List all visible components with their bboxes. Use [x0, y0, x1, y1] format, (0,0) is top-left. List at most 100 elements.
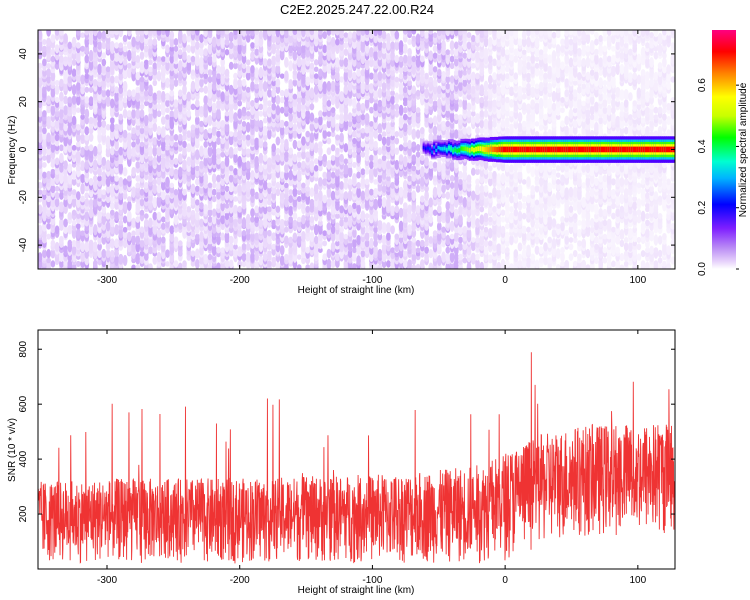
spectrogram-cell	[301, 182, 306, 189]
spectrogram-cell	[101, 52, 107, 59]
spectrogram-cell	[88, 96, 94, 104]
spectrogram-cell	[394, 30, 400, 40]
spectrogram-cell	[254, 30, 260, 36]
spectrogram-cell	[207, 216, 213, 223]
spectrogram-cell	[475, 178, 480, 186]
spectrogram-cell	[42, 85, 47, 95]
spectrogram-cell	[190, 209, 196, 216]
spectrogram-cell	[492, 170, 497, 180]
spectrogram-cell	[373, 198, 378, 206]
spectrogram-cell	[313, 30, 319, 40]
spectrogram-cell	[173, 157, 179, 165]
spectrogram-cell	[419, 127, 425, 135]
spectrogram-cell	[169, 110, 175, 118]
spectrogram-cell	[424, 246, 429, 254]
spectrogram-cell	[114, 224, 119, 236]
spectrogram-cell	[402, 113, 408, 121]
spectrogram-cell	[38, 30, 43, 41]
spectrogram-cell	[139, 127, 145, 135]
spectrogram-cell	[504, 186, 510, 198]
spectrogram-cell	[97, 120, 102, 128]
spectrogram-cell	[203, 172, 209, 185]
spectrogram-cell	[330, 171, 336, 179]
spectrogram-cell	[148, 145, 153, 157]
spectrogram-cell	[101, 30, 107, 40]
spectrogram-cell	[322, 171, 328, 179]
spectrogram-cell	[262, 80, 268, 92]
spectrogram-cell	[75, 141, 81, 148]
spectrogram-cell	[313, 84, 319, 95]
spectrogram-cell	[203, 140, 209, 148]
spectrogram-cell	[381, 81, 387, 91]
spectrogram-cell	[241, 133, 247, 142]
spectrogram-cell	[169, 263, 175, 269]
spectrogram-cell	[322, 31, 328, 40]
spectrogram-cell	[453, 30, 459, 37]
spectrogram-cell	[42, 58, 47, 67]
spectrogram-cell	[352, 150, 357, 159]
spectrogram-cell	[71, 84, 77, 96]
spectrogram-cell	[152, 211, 158, 221]
spectrogram-cell	[92, 179, 98, 192]
spectrogram-cell	[335, 134, 340, 141]
spectrogram-cell	[339, 226, 344, 233]
spectrogram-cell	[284, 57, 289, 68]
spectrogram-cell	[38, 110, 43, 118]
spectrogram-cell	[394, 54, 400, 64]
spectrogram-cell	[458, 44, 463, 53]
spectrogram-cell	[126, 89, 132, 97]
spectrogram-cell	[475, 217, 480, 228]
spectrogram-cell	[275, 205, 281, 213]
spectrogram-cell	[216, 130, 221, 138]
spectrogram-cell	[143, 114, 149, 127]
spectrogram-cell	[441, 70, 446, 82]
spectrogram-cell	[59, 108, 64, 120]
spectrogram-cell	[105, 249, 111, 258]
spectrogram-cell	[313, 164, 319, 172]
spectrogram-cell	[284, 235, 289, 245]
spectrogram-cell	[126, 49, 132, 62]
spectrogram-cell	[313, 183, 319, 195]
spectrogram-cell	[428, 160, 434, 169]
spectrogram-cell	[75, 196, 81, 209]
spectrogram-cell	[356, 40, 361, 51]
spectrogram-cell	[500, 172, 506, 185]
spectrogram-cell	[432, 45, 438, 53]
spectrogram-cell	[122, 59, 128, 66]
spectrogram-cell	[165, 30, 170, 38]
spectrogram-cell	[449, 55, 455, 63]
spectrogram-cell	[492, 99, 497, 108]
spectrogram-cell	[50, 248, 56, 259]
spectrogram-cell	[139, 226, 145, 233]
spectrogram-cell	[148, 246, 153, 255]
spectrogram-cell	[169, 225, 175, 235]
spectrogram-cell	[432, 186, 438, 198]
spectrogram-cell	[224, 190, 230, 201]
spectrogram-cell	[165, 145, 170, 151]
spectrogram-cell	[284, 151, 289, 158]
spectrogram-cell	[356, 30, 361, 36]
spectrogram-cell	[390, 41, 395, 50]
spectrogram-cell	[199, 160, 204, 170]
spectrogram-cell	[441, 39, 446, 52]
spectrogram-cell	[46, 152, 51, 164]
spectrogram-cell	[216, 108, 221, 120]
spectrogram-cell	[398, 144, 404, 152]
spectrogram-cell	[271, 30, 277, 37]
spectrogram-cell	[428, 76, 434, 83]
spectrogram-cell	[436, 98, 442, 109]
spectrogram-cell	[445, 252, 451, 262]
spectrogram-cell	[228, 146, 234, 156]
spectrogram-cell	[415, 263, 421, 269]
spectrogram-cell	[46, 248, 51, 259]
spectrogram-cell	[258, 110, 264, 117]
spectrogram-cell	[267, 58, 272, 67]
spectrogram-cell	[394, 205, 400, 214]
spectrogram-cell	[347, 178, 353, 186]
spectrogram-cell	[211, 195, 217, 203]
spectrogram-cell	[122, 191, 128, 200]
spectrogram-cell	[152, 256, 158, 265]
spectrogram-cell	[398, 242, 404, 252]
spectrogram-cell	[258, 103, 264, 111]
spectrogram-cell	[101, 189, 107, 196]
